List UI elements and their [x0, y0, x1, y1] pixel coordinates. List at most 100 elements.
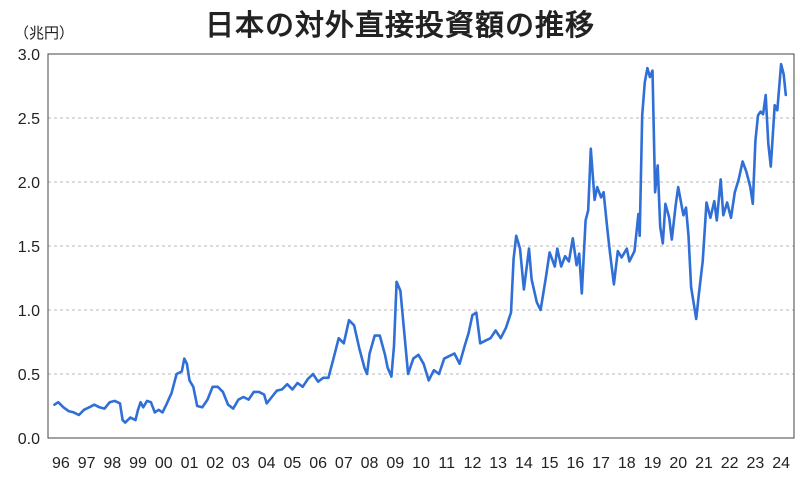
chart-title: 日本の対外直接投資額の推移	[204, 8, 595, 42]
x-tick-label: 04	[258, 455, 276, 472]
data-point	[433, 369, 435, 372]
data-point	[263, 393, 265, 396]
data-point	[609, 252, 611, 255]
x-tick-label: 11	[438, 455, 455, 472]
data-point	[646, 67, 649, 69]
data-point	[519, 247, 521, 250]
data-point	[475, 311, 478, 314]
data-point	[121, 419, 124, 421]
data-point	[484, 339, 487, 342]
data-point	[530, 278, 533, 281]
data-point	[664, 203, 667, 205]
data-point	[201, 406, 204, 409]
data-point	[620, 256, 623, 259]
data-point	[373, 334, 376, 337]
data-point	[93, 403, 96, 406]
data-point	[327, 377, 330, 379]
x-tick-label: 98	[103, 455, 121, 472]
x-tick-label: 22	[721, 455, 739, 472]
data-point	[358, 347, 361, 350]
data-point	[752, 203, 754, 205]
data-point	[682, 214, 685, 217]
plot-area-frame	[47, 53, 795, 439]
x-tick-label: 17	[592, 455, 610, 472]
data-point	[687, 235, 690, 237]
data-point	[281, 388, 283, 391]
data-point	[276, 389, 278, 392]
data-point	[581, 292, 583, 295]
x-tick-label: 24	[772, 455, 790, 472]
data-point	[448, 355, 451, 357]
data-point	[427, 379, 430, 382]
data-point	[668, 217, 670, 219]
x-tick-label: 18	[618, 455, 636, 472]
data-point	[499, 337, 502, 340]
data-point	[741, 160, 744, 163]
data-point	[674, 204, 677, 206]
data-point	[637, 213, 640, 215]
y-tick-label: 3.0	[18, 47, 40, 64]
data-point	[644, 81, 646, 83]
data-point	[353, 324, 355, 327]
data-point	[183, 357, 186, 360]
x-tick-label: 02	[206, 455, 224, 472]
data-point	[103, 407, 106, 410]
y-tick-label: 2.0	[18, 175, 40, 192]
data-point	[584, 219, 587, 222]
data-point	[393, 345, 395, 347]
data-point	[590, 147, 592, 150]
data-point	[154, 411, 156, 414]
data-point	[767, 142, 770, 145]
data-point	[523, 288, 525, 291]
data-point	[403, 332, 406, 334]
data-point	[395, 281, 398, 283]
data-point	[617, 250, 619, 252]
data-point	[698, 293, 700, 296]
data-point	[119, 402, 121, 405]
data-point	[98, 406, 101, 409]
data-point	[705, 201, 708, 204]
data-point	[709, 217, 712, 219]
data-point	[633, 250, 636, 252]
data-point	[417, 354, 420, 356]
y-tick-label: 0.5	[18, 367, 40, 384]
data-point	[626, 247, 628, 250]
data-point	[222, 391, 224, 393]
data-point	[701, 260, 704, 263]
data-point	[737, 178, 740, 181]
data-point	[722, 214, 725, 217]
x-tick-label: 97	[78, 455, 96, 472]
data-point	[654, 191, 656, 193]
data-point	[399, 290, 402, 292]
data-point	[515, 235, 517, 237]
data-point	[62, 406, 65, 409]
data-point	[175, 373, 178, 375]
data-point	[186, 363, 188, 365]
data-point	[560, 265, 562, 268]
data-point	[88, 406, 90, 409]
data-point	[265, 402, 268, 405]
data-point	[247, 398, 250, 401]
x-tick-label: 96	[52, 455, 70, 472]
x-tick-label: 23	[747, 455, 765, 472]
data-point	[379, 334, 381, 337]
data-point	[363, 366, 366, 369]
data-point	[479, 342, 482, 345]
data-point	[545, 277, 547, 279]
data-point	[773, 104, 776, 106]
data-point	[759, 110, 762, 113]
data-point	[124, 421, 126, 424]
data-point	[217, 386, 219, 388]
x-tick-label: 09	[386, 455, 404, 472]
x-tick-label: 99	[129, 455, 147, 472]
data-point	[494, 329, 497, 332]
data-point	[649, 76, 651, 78]
data-point	[301, 386, 304, 388]
data-point	[539, 309, 542, 311]
data-point	[762, 113, 764, 115]
data-point	[572, 237, 574, 240]
data-point	[78, 414, 80, 416]
data-point	[489, 337, 492, 340]
data-point	[575, 264, 578, 267]
